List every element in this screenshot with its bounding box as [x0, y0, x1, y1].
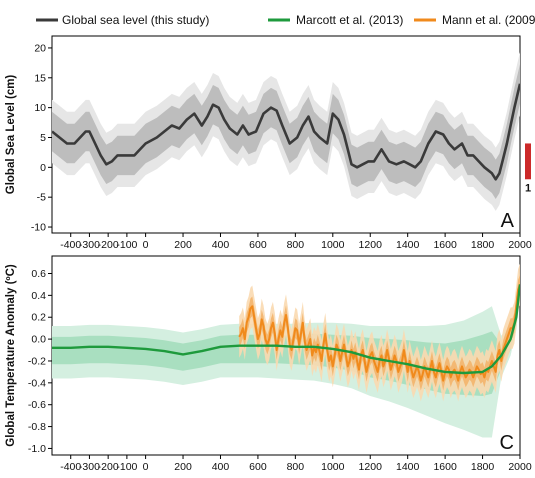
y-tick-label: -0.4	[28, 377, 46, 389]
scale-bar	[525, 143, 531, 180]
y-tick-label: -10	[31, 222, 46, 234]
panel-letter: A	[501, 210, 515, 232]
legend-label-global-sea-level: Global sea level (this study)	[62, 13, 209, 27]
x-tick-label: -200	[98, 239, 119, 251]
panel-a-sea-level: -400-300-200-100 0 200 400 600 800 1000 1200 140…	[5, 35, 532, 251]
y-tick-label: 0	[40, 162, 46, 174]
x-tick-label: 400	[212, 461, 230, 473]
y-tick-label: 5	[40, 132, 46, 144]
x-tick-label: 1200	[359, 239, 383, 251]
y-tick-label: 0.6	[31, 268, 46, 280]
plot-area	[52, 52, 520, 211]
y-tick-label: -5	[37, 192, 46, 204]
x-tick-label: 600	[249, 461, 267, 473]
y-axis-label: Global Temperature Anomaly (ºC)	[5, 264, 17, 447]
legend: Global sea level (this study) Marcott et…	[36, 13, 535, 27]
y-tick-label: 15	[34, 72, 46, 84]
sea-level-line	[52, 83, 520, 181]
panel-c-temperature: -400-300-200-100 0 200 400 600 800 1000 1200 140…	[5, 255, 532, 473]
y-tick-label: 10	[34, 102, 46, 114]
y-tick-label: 0.2	[31, 312, 46, 324]
x-tick-label: 1400	[396, 461, 420, 473]
x-tick-label: -100	[116, 239, 137, 251]
x-tick-label: -200	[98, 461, 119, 473]
x-tick-label: 0	[143, 239, 149, 251]
legend-label-marcott: Marcott et al. (2013)	[296, 13, 403, 27]
x-tick-label: 2000	[508, 239, 532, 251]
x-tick-label: 1000	[321, 461, 345, 473]
panel-letter: C	[500, 432, 514, 454]
x-tick-label: -100	[116, 461, 137, 473]
legend-item-mann: Mann et al. (2009)	[414, 13, 535, 27]
x-tick-label: -300	[79, 239, 100, 251]
x-tick-label: 2000	[508, 461, 532, 473]
x-tick-label: 1600	[433, 461, 457, 473]
x-tick-label: 400	[212, 239, 230, 251]
y-tick-label: -0.2	[28, 355, 46, 367]
marcott-line	[52, 284, 520, 375]
scale-bar-label: 1	[525, 182, 531, 194]
x-tick-label: 800	[287, 239, 305, 251]
x-tick-label: 200	[174, 461, 192, 473]
legend-item-marcott: Marcott et al. (2013)	[268, 13, 403, 27]
y-tick-label: -1.0	[28, 443, 46, 455]
y-tick-label: 0.4	[31, 290, 46, 302]
x-tick-label: 1400	[396, 239, 420, 251]
y-tick-label: -0.8	[28, 421, 46, 433]
y-tick-label: 20	[34, 42, 46, 54]
x-tick-label: 800	[287, 461, 305, 473]
x-tick-label: 200	[174, 239, 192, 251]
x-tick-label: 1000	[321, 239, 345, 251]
y-tick-label: -0.6	[28, 399, 46, 411]
y-axis-label: Global Sea Level (cm)	[5, 75, 17, 195]
x-tick-label: 1800	[471, 239, 495, 251]
x-tick-label: -400	[60, 239, 81, 251]
mann-line	[238, 284, 520, 382]
x-tick-label: 1600	[433, 239, 457, 251]
x-tick-label: 600	[249, 239, 267, 251]
plot-area	[52, 263, 520, 438]
y-tick-label: 0.0	[31, 334, 46, 346]
x-tick-label: -400	[60, 461, 81, 473]
x-tick-label: -300	[79, 461, 100, 473]
x-tick-label: 0	[143, 461, 149, 473]
x-tick-label: 1800	[471, 461, 495, 473]
legend-label-mann: Mann et al. (2009)	[442, 13, 535, 27]
legend-item-global-sea-level: Global sea level (this study)	[36, 13, 209, 27]
x-tick-label: 1200	[359, 461, 383, 473]
